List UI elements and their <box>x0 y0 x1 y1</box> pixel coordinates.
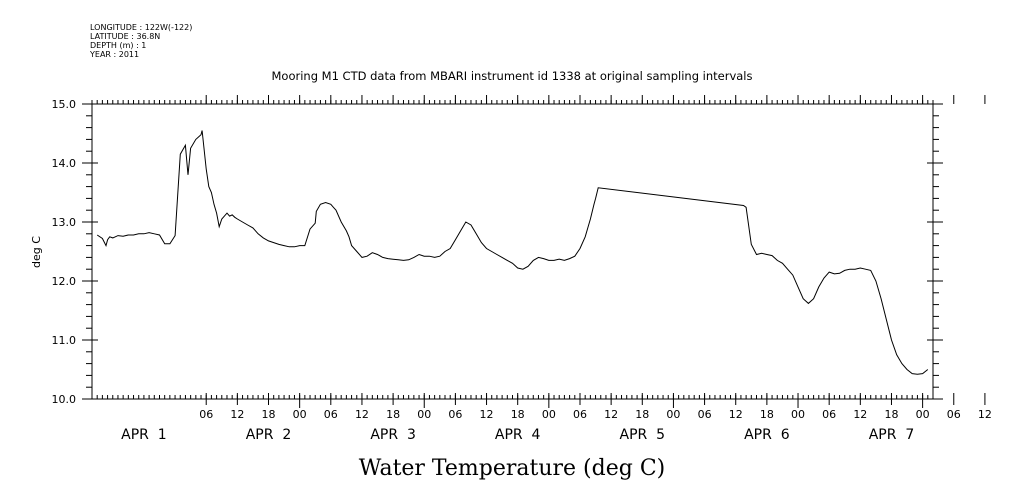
latitude-label: LATITUDE : 36.8N <box>90 32 160 41</box>
date-tick-label: APR 4 <box>495 427 541 443</box>
hour-labels: 06 12 18 00 06 12 18 00 06 12 18 00 06 12 18 00 06 12 18 00… <box>199 408 992 421</box>
y-ticks <box>82 103 943 400</box>
hour-tick-label: 06 <box>573 408 587 421</box>
hour-tick-label: 06 <box>947 408 961 421</box>
hour-tick-label: 18 <box>884 408 898 421</box>
longitude-label: LONGITUDE : 122W(-122) <box>90 23 192 32</box>
hour-tick-label: 06 <box>698 408 712 421</box>
hour-tick-label: 00 <box>293 408 307 421</box>
hour-tick-label: 18 <box>635 408 649 421</box>
date-tick-label: APR 5 <box>620 427 666 443</box>
y-tick-label: 10.0 <box>52 393 77 406</box>
chart-title: Mooring M1 CTD data from MBARI instrumen… <box>272 69 753 83</box>
hour-tick-label: 18 <box>262 408 276 421</box>
plot-frame <box>91 103 934 400</box>
hour-tick-label: 06 <box>822 408 836 421</box>
x-axis-title: Water Temperature (deg C) <box>359 456 666 481</box>
y-tick-label: 12.0 <box>52 275 77 288</box>
hour-tick-label: 18 <box>760 408 774 421</box>
minor-ticks <box>91 100 934 399</box>
hour-tick-label: 00 <box>666 408 680 421</box>
hour-tick-label: 00 <box>791 408 805 421</box>
hour-tick-label: 06 <box>324 408 338 421</box>
hour-tick-label: 00 <box>542 408 556 421</box>
series-line-water-temperature <box>96 130 929 375</box>
hour-tick-label: 06 <box>448 408 462 421</box>
hour-tick-label: 12 <box>729 408 743 421</box>
date-tick-label: APR 1 <box>121 427 167 443</box>
year-label: YEAR : 2011 <box>89 50 139 59</box>
hour-tick-label: 12 <box>604 408 618 421</box>
date-tick-label: APR 7 <box>869 427 915 443</box>
date-tick-label: APR 3 <box>370 427 416 443</box>
y-tick-label: 15.0 <box>52 98 77 111</box>
hour-tick-label: 00 <box>916 408 930 421</box>
y-tick-label: 13.0 <box>52 216 77 229</box>
hour-tick-label: 18 <box>386 408 400 421</box>
y-tick-labels: 10.0 11.0 12.0 13.0 14.0 15.0 <box>52 98 77 406</box>
date-labels: APR 1 APR 2 APR 3 APR 4 APR 5 APR 6 APR 7 <box>121 427 914 443</box>
y-tick-label: 11.0 <box>52 334 77 347</box>
hour-tick-label: 12 <box>355 408 369 421</box>
hour-tick-label: 12 <box>853 408 867 421</box>
hour-tick-label: 12 <box>978 408 992 421</box>
hour-tick-label: 18 <box>511 408 525 421</box>
y-axis-label: deg C <box>30 236 43 268</box>
depth-label: DEPTH (m) : 1 <box>90 41 146 50</box>
hour-tick-label: 00 <box>417 408 431 421</box>
date-tick-label: APR 2 <box>246 427 292 443</box>
hour-tick-label: 12 <box>480 408 494 421</box>
date-tick-label: APR 6 <box>744 427 790 443</box>
major-ticks <box>205 95 986 408</box>
y-tick-label: 14.0 <box>52 157 77 170</box>
hour-tick-label: 12 <box>230 408 244 421</box>
hour-tick-label: 06 <box>199 408 213 421</box>
